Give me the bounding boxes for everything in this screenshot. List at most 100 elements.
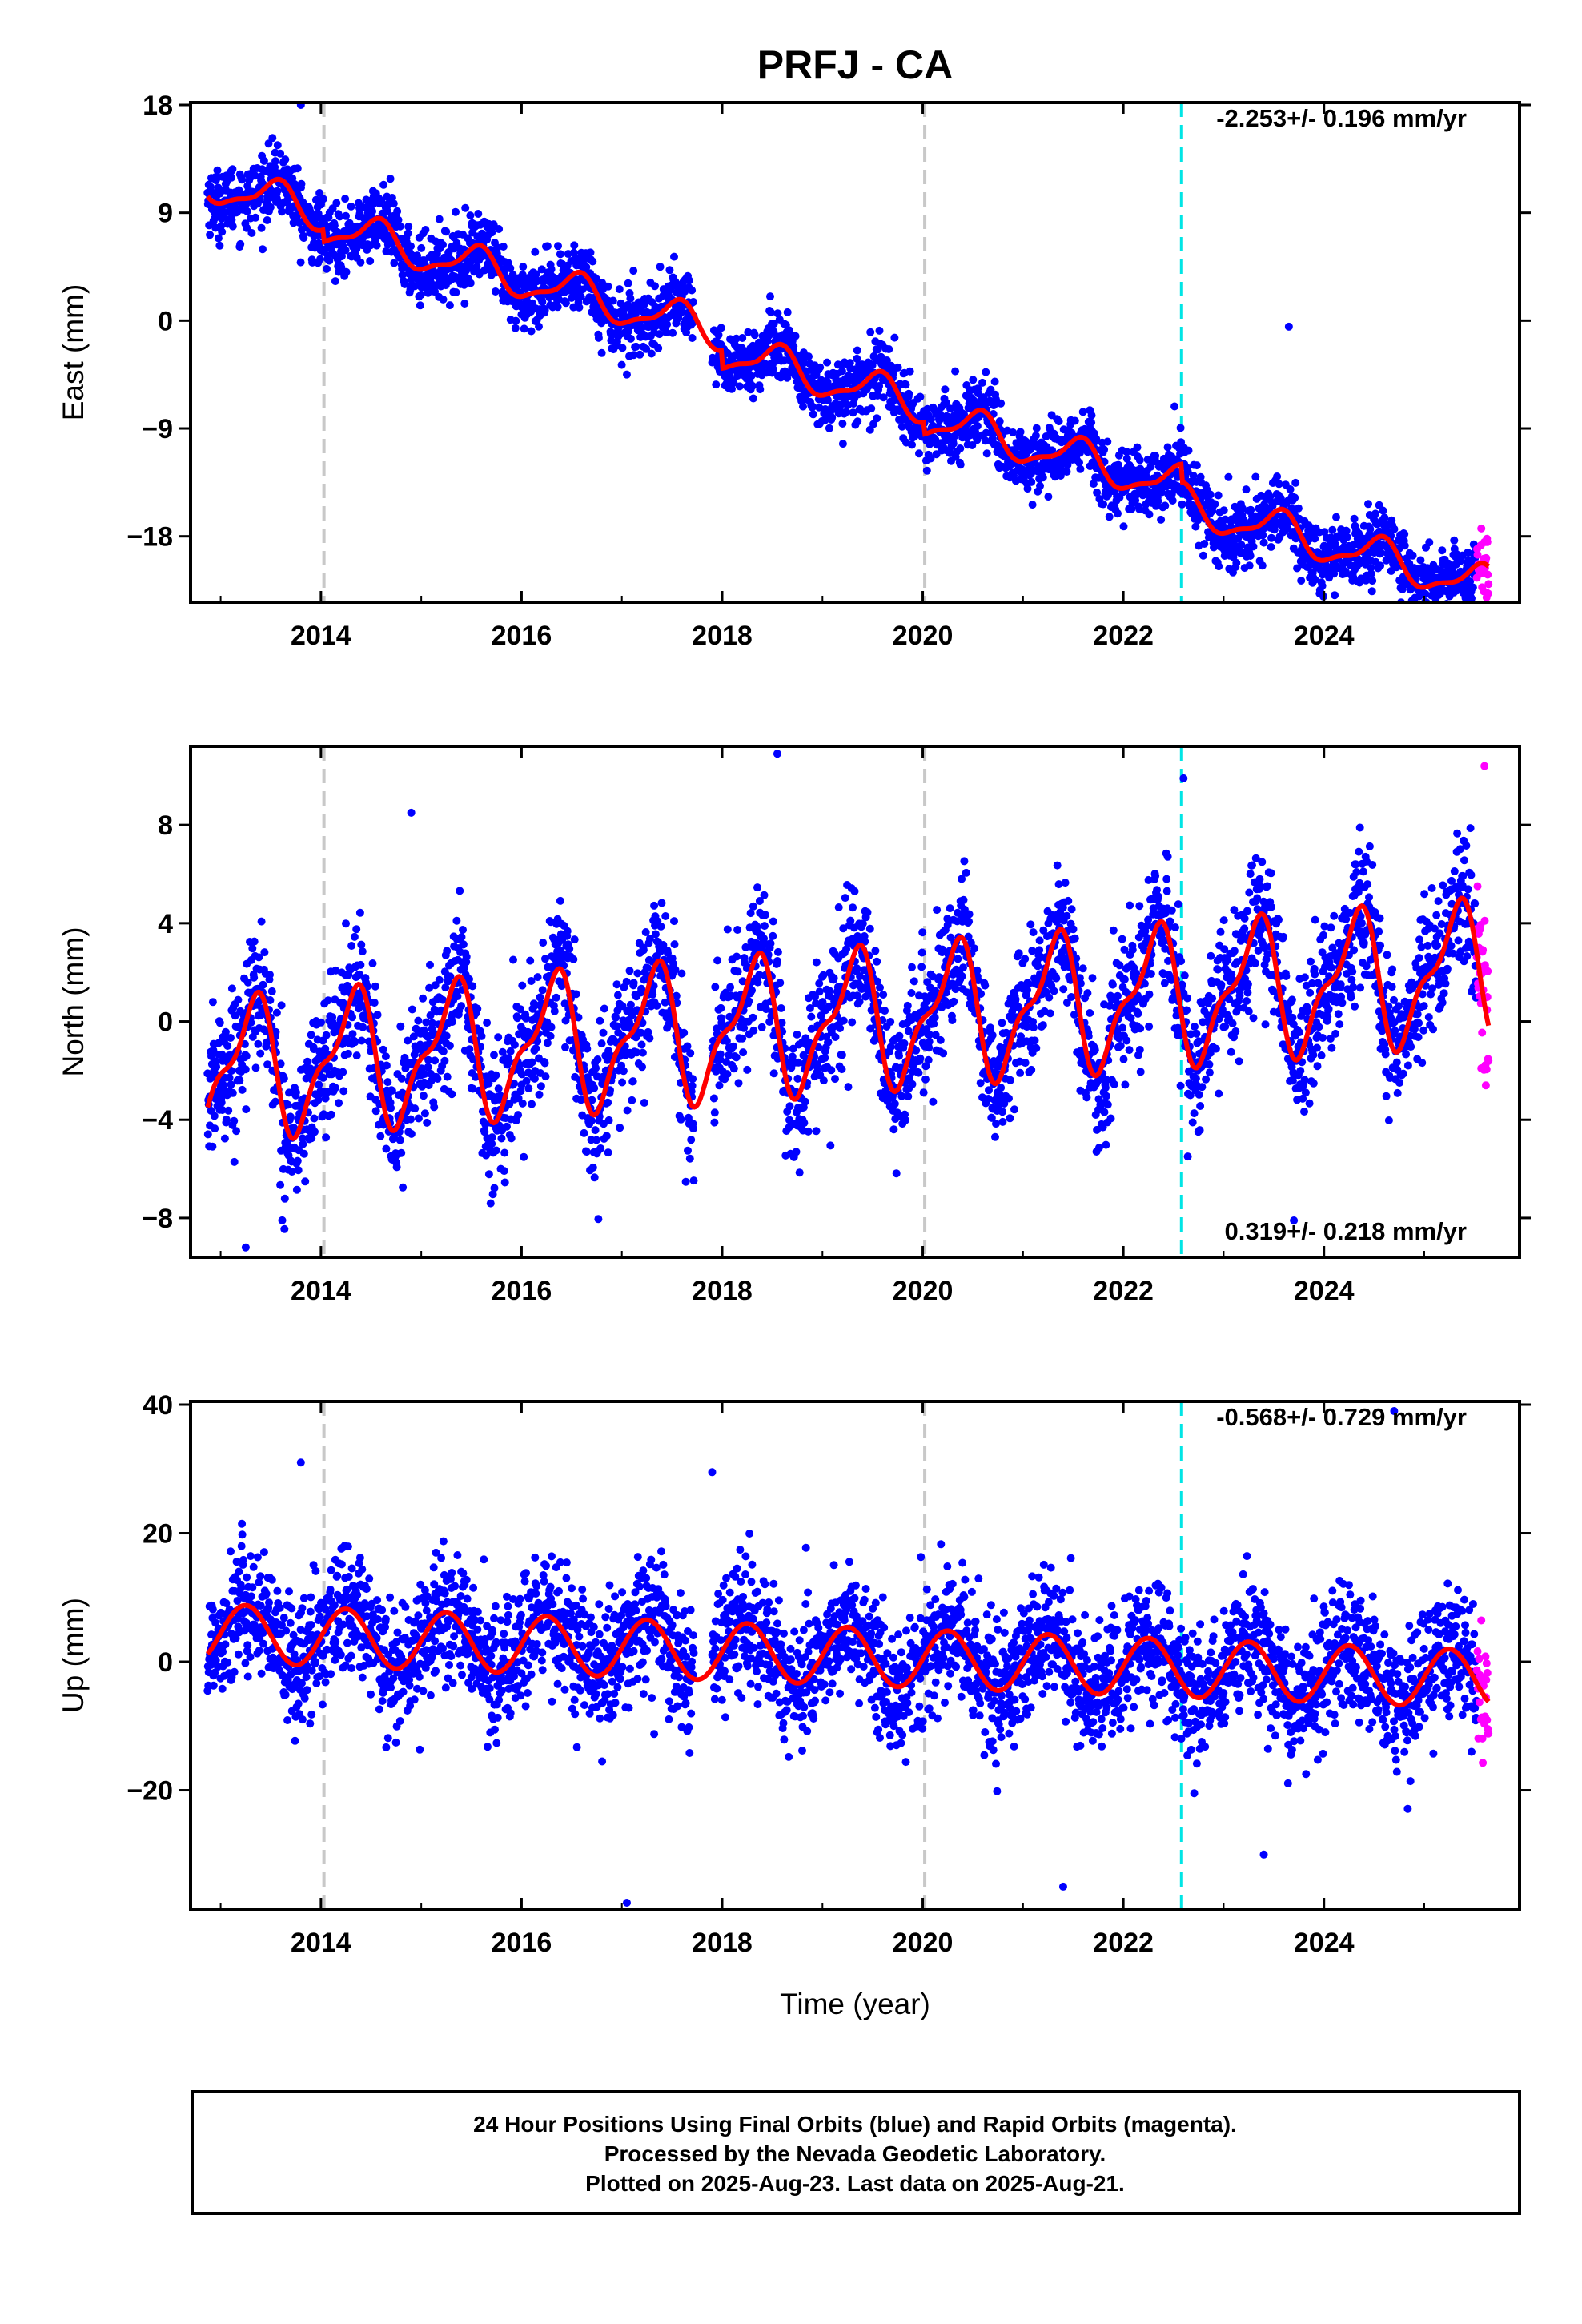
east-data-point (749, 394, 757, 403)
east-data-point (1466, 577, 1475, 586)
north-data-point (738, 1034, 747, 1043)
east-data-point (769, 365, 777, 373)
north-data-point (556, 896, 564, 905)
east-data-point (214, 234, 223, 243)
east-data-point (1418, 608, 1426, 616)
east-data-point (982, 449, 991, 458)
north-data-point (686, 1049, 695, 1058)
east-data-point (626, 294, 635, 303)
east-data-point (407, 242, 415, 251)
north-data-point (468, 982, 477, 991)
north-data-point (710, 1108, 719, 1117)
north-data-point (286, 1112, 295, 1121)
east-data-point (1087, 418, 1096, 427)
east-outlier-point (1482, 589, 1491, 597)
east-data-point (1238, 504, 1247, 513)
east-y-axis-label: East (mm) (57, 284, 90, 421)
east-data-point (1246, 552, 1255, 560)
east-data-point (714, 331, 723, 340)
north-data-point (622, 977, 631, 986)
east-data-point (251, 213, 260, 222)
east-data-point (271, 157, 279, 166)
east-data-point (688, 334, 697, 342)
east-data-point (615, 285, 624, 294)
east-data-point (383, 207, 391, 215)
north-data-point (348, 1030, 357, 1039)
east-data-point (1032, 424, 1041, 432)
east-data-point (849, 408, 857, 417)
east-y-tick-label: 18 (143, 90, 173, 121)
north-data-point (633, 969, 642, 978)
east-data-point (1242, 485, 1251, 494)
north-data-point (420, 1109, 429, 1118)
east-data-point (366, 257, 375, 265)
north-data-point (483, 1019, 492, 1027)
east-data-point (1038, 473, 1047, 482)
north-data-point (656, 922, 665, 931)
east-data-point (1318, 581, 1327, 590)
east-data-point (637, 324, 646, 332)
east-data-point (268, 134, 277, 143)
east-data-point (493, 243, 502, 252)
north-data-point (356, 960, 365, 969)
north-data-point (443, 947, 452, 955)
north-data-point (217, 1098, 226, 1107)
east-data-point (1297, 577, 1306, 585)
east-data-point (968, 441, 977, 449)
east-data-point (1291, 478, 1300, 487)
east-data-point (1368, 577, 1377, 585)
north-data-point (350, 932, 359, 941)
east-data-point (873, 391, 882, 400)
north-data-point (242, 1051, 251, 1060)
east-data-point (1224, 472, 1233, 481)
east-data-point (908, 440, 916, 449)
east-data-point (1259, 538, 1268, 547)
north-data-point (327, 1110, 335, 1119)
north-data-point (431, 1056, 440, 1065)
east-data-point (474, 210, 483, 218)
east-data-point (617, 360, 626, 369)
north-data-point (743, 1065, 752, 1074)
east-data-point (1199, 551, 1207, 560)
east-data-point (1078, 408, 1087, 416)
north-data-point (254, 1039, 263, 1048)
east-data-point (1468, 583, 1477, 592)
north-data-point (629, 979, 638, 987)
east-data-point (535, 322, 543, 331)
east-data-point (1273, 472, 1282, 480)
north-data-point (612, 1013, 620, 1022)
north-data-point (657, 899, 666, 907)
north-data-point (688, 1081, 697, 1090)
east-data-point (1474, 611, 1482, 619)
east-data-point (1350, 514, 1359, 523)
east-data-point (893, 363, 902, 372)
east-data-point (689, 298, 697, 306)
east-data-point (297, 179, 306, 188)
north-data-point (448, 1090, 456, 1099)
east-data-point (369, 199, 378, 208)
east-data-point (1331, 540, 1339, 549)
east-data-point (926, 454, 935, 463)
east-data-point (466, 211, 475, 220)
east-data-point (520, 324, 528, 333)
east-data-point (1036, 481, 1044, 490)
north-data-point (303, 1057, 311, 1066)
north-data-point (271, 1097, 279, 1106)
east-data-point (330, 221, 339, 230)
north-data-point (322, 1133, 331, 1142)
north-data-point (592, 1136, 600, 1144)
north-data-point (459, 926, 467, 934)
east-data-point (837, 367, 846, 376)
north-data-point (291, 1088, 300, 1096)
east-data-point (685, 276, 693, 285)
north-data-point (680, 1028, 689, 1037)
north-data-point (596, 1016, 604, 1025)
east-data-point (512, 316, 520, 325)
east-x-tick-label: 2020 (893, 621, 954, 651)
east-data-point (1168, 497, 1177, 505)
north-data-point (536, 1082, 545, 1091)
east-data-point (276, 149, 285, 158)
north-data-point (235, 1076, 244, 1085)
north-data-point (500, 1148, 509, 1157)
